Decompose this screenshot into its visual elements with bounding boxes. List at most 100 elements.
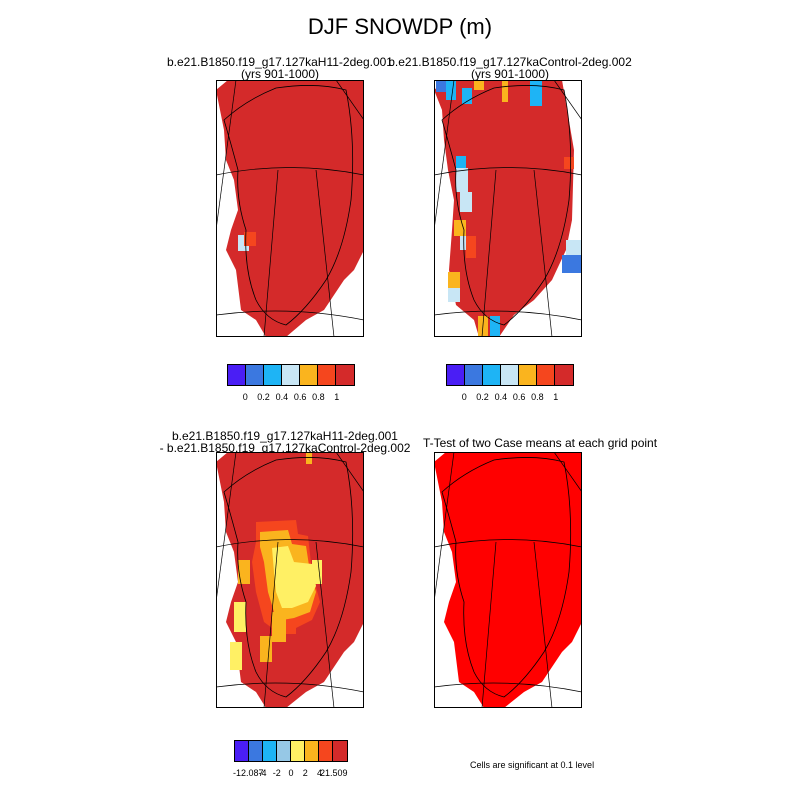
colorbar-tick-label: 0.4 — [494, 392, 508, 402]
grid-cell — [436, 80, 446, 92]
colorbar-tick-label: -2 — [272, 768, 281, 778]
graticule — [263, 169, 279, 337]
map-case2-svg — [434, 80, 582, 337]
colorbar-box — [228, 365, 246, 385]
grid-cell — [286, 622, 296, 634]
panel-title-case1: b.e21.B1850.f19_g17.127kaH11-2deg.001 (y… — [120, 56, 440, 80]
grid-cell — [564, 157, 574, 169]
panel-title-line2: (yrs 901-1000) — [470, 67, 550, 81]
colorbar-tick-label: 0.6 — [512, 392, 526, 402]
colorbar-box — [555, 365, 573, 385]
colorbar-ticks-case1: 0 0.2 0.4 0.6 0.8 1 — [227, 392, 353, 404]
colorbar-tick-label: 0.4 — [275, 392, 289, 402]
colorbar-box — [300, 365, 318, 385]
colorbar-box — [319, 741, 333, 761]
graticule — [434, 310, 582, 321]
map-diff — [216, 452, 364, 708]
map-case1-svg — [216, 80, 364, 337]
significance-note: Cells are significant at 0.1 level — [470, 760, 595, 770]
grid-cell — [502, 80, 508, 102]
panel-title-line1: T-Test of two Case means at each grid po… — [422, 436, 658, 450]
grid-cell — [474, 80, 484, 90]
colorbar-tick-label: 0 — [461, 392, 467, 402]
coastline — [223, 457, 354, 698]
colorbar-tick-label: 0.2 — [476, 392, 489, 402]
grid-cell — [456, 156, 466, 168]
colorbar-tick-label: -4 — [258, 768, 267, 778]
colorbar-box — [263, 741, 277, 761]
map-case1 — [216, 80, 364, 337]
graticule — [434, 682, 582, 693]
snow-depth-field — [216, 80, 364, 337]
colorbar-diff — [234, 740, 348, 762]
coastline — [223, 85, 354, 326]
grid-cell — [462, 88, 472, 104]
graticule — [533, 541, 553, 708]
graticule — [216, 682, 364, 693]
grid-cell — [454, 220, 466, 236]
graticule — [263, 541, 279, 708]
panel-title-ttest: T-Test of two Case means at each grid po… — [390, 437, 690, 449]
graticule — [335, 80, 364, 121]
graticule — [216, 167, 364, 176]
colorbar-tick-label: -12.087 — [232, 768, 264, 778]
grid-cell — [234, 602, 246, 632]
significance-field — [434, 452, 582, 708]
graticule — [481, 541, 497, 708]
grid-cell — [460, 192, 472, 212]
colorbar-tick-label: 4 — [316, 768, 323, 778]
colorbar-box — [249, 741, 263, 761]
graticule — [434, 80, 455, 231]
graticule — [553, 452, 582, 493]
colorbar-box — [282, 365, 300, 385]
grid-cell — [446, 80, 456, 100]
grid-cell — [448, 288, 460, 302]
graticule — [434, 539, 582, 548]
grid-cell — [562, 255, 582, 273]
grid-cell — [238, 235, 249, 251]
colorbar-tick-label: 0.8 — [312, 392, 325, 402]
colorbar-box — [305, 741, 319, 761]
panel-title-line2: (yrs 901-1000) — [240, 67, 320, 81]
grid-cell — [460, 236, 470, 250]
graticule — [315, 169, 335, 337]
graticule — [481, 169, 497, 337]
panel-title-case2: b.e21.B1850.f19_g17.127kaControl-2deg.00… — [350, 56, 670, 80]
colorbar-box — [519, 365, 537, 385]
grid-cell — [456, 168, 468, 192]
colorbar-tick-label: 0.8 — [531, 392, 544, 402]
colorbar-tick-label: 1 — [334, 392, 340, 402]
colorbar-box — [501, 365, 519, 385]
colorbar-tick-label: 0 — [288, 768, 294, 778]
colorbar-tick-label: 0.6 — [293, 392, 307, 402]
graticule — [335, 452, 364, 493]
page-title: DJF SNOWDP (m) — [307, 14, 493, 39]
colorbar-box — [483, 365, 501, 385]
colorbar-case1 — [227, 364, 355, 386]
map-ttest — [434, 452, 582, 708]
grid-cell — [238, 560, 250, 584]
colorbar-case2 — [446, 364, 574, 386]
graticule — [434, 167, 582, 176]
grid-cell — [466, 236, 476, 258]
colorbar-box — [318, 365, 336, 385]
grid-cell — [530, 80, 542, 106]
colorbar-tick-label: 1 — [553, 392, 559, 402]
map-ttest-svg — [434, 452, 582, 708]
panel-title-line1: b.e21.B1850.f19_g17.127kaControl-2deg.00… — [388, 55, 632, 69]
grid-cell — [244, 232, 256, 246]
colorbar-box — [537, 365, 555, 385]
grid-cell — [448, 272, 460, 288]
grid-cell — [312, 560, 322, 584]
coastline — [441, 85, 572, 326]
colorbar-tick-label: 21.509 — [319, 768, 348, 778]
panel-title-line1: b.e21.B1850.f19_g17.127kaH11-2deg.001 — [172, 429, 398, 443]
grid-cell — [272, 612, 286, 642]
colorbar-box — [465, 365, 483, 385]
graticule — [553, 80, 582, 121]
colorbar-box — [447, 365, 465, 385]
colorbar-box — [235, 741, 249, 761]
colorbar-tick-label: 0 — [242, 392, 248, 402]
colorbar-tick-label: 0.2 — [257, 392, 270, 402]
grid-cell — [272, 546, 316, 608]
